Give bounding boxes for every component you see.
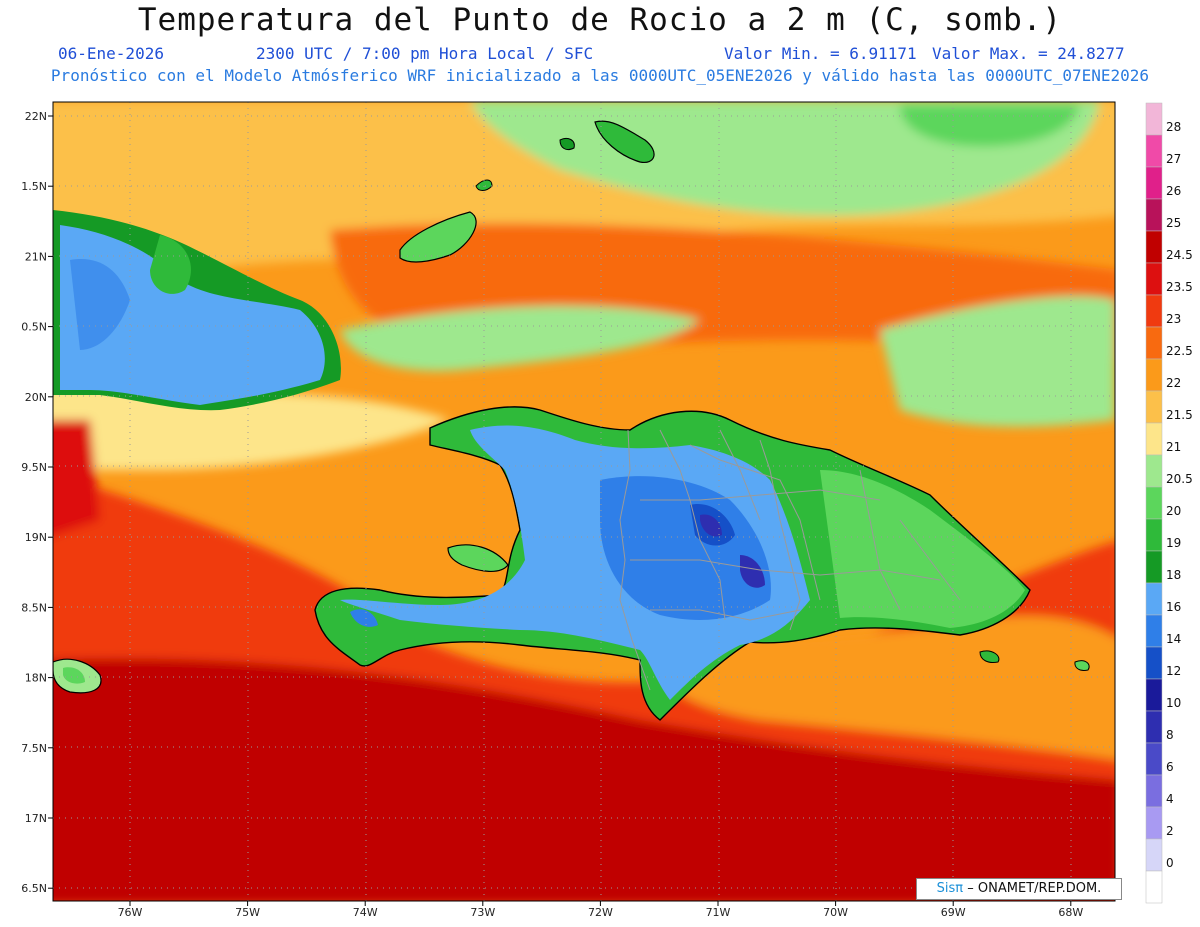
- colorbar-label: 19: [1166, 536, 1181, 550]
- lon-label: 75W: [235, 906, 260, 919]
- colorbar-label: 12: [1166, 664, 1181, 678]
- colorbar-label: 18: [1166, 568, 1181, 582]
- colorbar-swatch: [1145, 870, 1163, 904]
- lat-label: 7.5N: [21, 742, 47, 755]
- lat-label: 21N: [25, 250, 47, 263]
- colorbar-label: 21: [1166, 440, 1181, 454]
- colorbar-label: 4: [1166, 792, 1174, 806]
- colorbar-swatch: [1145, 646, 1163, 680]
- lat-label: 8.5N: [21, 601, 47, 614]
- colorbar-swatch: [1145, 294, 1163, 328]
- lat-label: 6.5N: [21, 882, 47, 895]
- colorbar: [1145, 102, 1163, 904]
- colorbar-label: 26: [1166, 184, 1181, 198]
- colorbar-label: 28: [1166, 120, 1181, 134]
- colorbar-label: 23: [1166, 312, 1181, 326]
- lon-label: 70W: [823, 906, 848, 919]
- colorbar-swatch: [1145, 134, 1163, 168]
- longitude-labels: 76W 75W 74W 73W 72W 71W 70W 69W 68W: [118, 901, 1083, 919]
- colorbar-label: 2: [1166, 824, 1174, 838]
- colorbar-label: 22: [1166, 376, 1181, 390]
- colorbar-labels: 2827262524.523.52322.52221.52120.5201918…: [1166, 120, 1193, 870]
- colorbar-label: 16: [1166, 600, 1181, 614]
- lat-label: 19N: [25, 531, 47, 544]
- colorbar-swatch: [1145, 486, 1163, 520]
- colorbar-swatch: [1145, 838, 1163, 872]
- colorbar-swatch: [1145, 582, 1163, 616]
- lon-label: 76W: [118, 906, 143, 919]
- lon-label: 74W: [353, 906, 378, 919]
- colorbar-swatch: [1145, 742, 1163, 776]
- lat-label: 20N: [25, 391, 47, 404]
- latitude-labels: 22N 1.5N 21N 0.5N 20N 9.5N 19N 8.5N 18N 7.5N 17N 6.…: [21, 110, 53, 895]
- dewpoint-field: [53, 102, 1115, 901]
- colorbar-swatch: [1145, 806, 1163, 840]
- colorbar-label: 14: [1166, 632, 1181, 646]
- lat-label: 18N: [25, 672, 47, 685]
- lat-label: 22N: [25, 110, 47, 123]
- lon-label: 72W: [588, 906, 613, 919]
- colorbar-label: 23.5: [1166, 280, 1193, 294]
- colorbar-label: 25: [1166, 216, 1181, 230]
- colorbar-label: 27: [1166, 152, 1181, 166]
- colorbar-swatch: [1145, 454, 1163, 488]
- lat-label: 9.5N: [21, 461, 47, 474]
- credit-text: – ONAMET/REP.DOM.: [967, 881, 1102, 896]
- colorbar-label: 22.5: [1166, 344, 1193, 358]
- min-value: Valor Min. = 6.91171: [724, 44, 917, 63]
- colorbar-label: 20: [1166, 504, 1181, 518]
- colorbar-label: 6: [1166, 760, 1174, 774]
- colorbar-swatch: [1145, 262, 1163, 296]
- colorbar-swatch: [1145, 774, 1163, 808]
- lon-label: 69W: [941, 906, 966, 919]
- map-title: Temperatura del Punto de Rocio a 2 m (C,…: [137, 2, 1063, 38]
- colorbar-swatch: [1145, 710, 1163, 744]
- model-info: Pronóstico con el Modelo Atmósferico WRF…: [50, 66, 1150, 85]
- colorbar-swatch: [1145, 390, 1163, 424]
- sispi-logo-text: Sisπ: [936, 881, 964, 896]
- credit-box: Sisπ – ONAMET/REP.DOM.: [916, 878, 1122, 900]
- lat-label: 0.5N: [21, 321, 47, 334]
- colorbar-label: 21.5: [1166, 408, 1193, 422]
- colorbar-swatch: [1145, 422, 1163, 456]
- lat-label: 17N: [25, 812, 47, 825]
- max-value: Valor Max. = 24.8277: [932, 44, 1125, 63]
- forecast-time: 2300 UTC / 7:00 pm Hora Local / SFC: [256, 44, 594, 63]
- forecast-date: 06-Ene-2026: [58, 44, 164, 63]
- colorbar-swatch: [1145, 198, 1163, 232]
- colorbar-label: 10: [1166, 696, 1181, 710]
- colorbar-swatch: [1145, 102, 1163, 136]
- colorbar-swatch: [1145, 550, 1163, 584]
- colorbar-swatch: [1145, 518, 1163, 552]
- colorbar-swatch: [1145, 614, 1163, 648]
- lat-label: 1.5N: [21, 180, 47, 193]
- colorbar-swatch: [1145, 166, 1163, 200]
- colorbar-swatch: [1145, 678, 1163, 712]
- colorbar-label: 24.5: [1166, 248, 1193, 262]
- lon-label: 68W: [1058, 906, 1083, 919]
- colorbar-label: 0: [1166, 856, 1174, 870]
- colorbar-label: 20.5: [1166, 472, 1193, 486]
- colorbar-label: 8: [1166, 728, 1174, 742]
- colorbar-swatch: [1145, 358, 1163, 392]
- lon-label: 71W: [706, 906, 731, 919]
- colorbar-swatch: [1145, 230, 1163, 264]
- lon-label: 73W: [470, 906, 495, 919]
- colorbar-swatch: [1145, 326, 1163, 360]
